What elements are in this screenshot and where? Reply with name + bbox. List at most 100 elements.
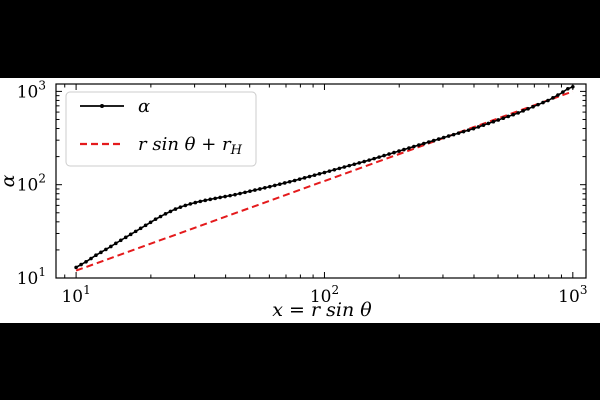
- legend-marker-alpha: [100, 104, 104, 108]
- series-alpha-point: [407, 146, 411, 150]
- series-alpha-point: [198, 199, 203, 204]
- series-alpha-point: [163, 212, 168, 216]
- series-alpha-point: [292, 178, 297, 183]
- series-alpha-point: [387, 152, 391, 156]
- series-alpha-point: [317, 172, 322, 176]
- series-alpha-point: [397, 149, 401, 153]
- series-alpha-point: [74, 265, 78, 270]
- series-group: [74, 84, 575, 272]
- series-alpha-point: [501, 116, 506, 121]
- series-alpha-point: [183, 203, 188, 208]
- series-alpha-point: [417, 143, 421, 147]
- series-alpha-point: [312, 173, 317, 177]
- series-alpha-point: [218, 195, 222, 200]
- x-axis-label: x = r sin θ: [272, 299, 372, 321]
- series-alpha-point: [551, 96, 555, 100]
- series-alpha-point: [362, 159, 366, 164]
- series-alpha-point: [233, 192, 237, 197]
- series-alpha-point: [104, 247, 108, 252]
- series-alpha-point: [526, 106, 530, 111]
- y-tick-label: 103: [17, 78, 46, 102]
- y-tick-label: 102: [17, 172, 46, 196]
- series-alpha-point: [377, 155, 381, 159]
- series-alpha-point: [556, 93, 560, 97]
- series-fit-line: [75, 90, 574, 272]
- series-alpha-point: [372, 156, 376, 161]
- series-alpha-point: [486, 121, 491, 126]
- series-alpha-point: [476, 125, 481, 129]
- series-alpha-point: [123, 235, 128, 240]
- series-alpha-point: [352, 162, 357, 167]
- series-alpha-point: [109, 244, 113, 249]
- x-tick-label: 103: [558, 283, 587, 307]
- series-alpha-point: [307, 174, 312, 179]
- series-alpha-point: [516, 111, 520, 115]
- series-alpha-point: [148, 220, 153, 225]
- series-alpha-point: [302, 176, 307, 180]
- series-alpha-point: [347, 163, 352, 168]
- series-alpha-point: [327, 169, 332, 173]
- series-alpha-point: [268, 184, 272, 189]
- series-alpha-point: [203, 198, 208, 203]
- series-alpha-point: [392, 150, 396, 155]
- series-alpha-point: [114, 241, 118, 246]
- series-alpha-point: [332, 167, 337, 172]
- legend-label-fit: r sin θ + rH: [138, 134, 243, 158]
- series-alpha-point: [243, 190, 247, 195]
- series-alpha-point: [119, 238, 123, 243]
- series-alpha-point: [158, 214, 163, 219]
- series-alpha-point: [506, 114, 511, 119]
- series-alpha-point: [436, 137, 441, 141]
- series-alpha-point: [441, 135, 446, 140]
- series-alpha-point: [382, 153, 386, 158]
- series-alpha-point: [456, 131, 461, 135]
- series-alpha-point: [446, 134, 451, 138]
- series-alpha-point: [402, 147, 406, 152]
- series-alpha-point: [263, 186, 267, 190]
- series-alpha-point: [511, 112, 516, 117]
- series-alpha-point: [471, 126, 476, 131]
- series-alpha-point: [367, 158, 371, 162]
- series-alpha-point: [153, 217, 158, 222]
- series-alpha-point: [258, 187, 262, 191]
- ticks-group: 101 102 103 101 102 103: [17, 78, 588, 307]
- series-alpha-point: [168, 209, 173, 214]
- series-alpha-point: [193, 200, 198, 205]
- series-alpha-point: [521, 109, 525, 113]
- series-alpha-point: [99, 250, 103, 255]
- series-alpha-point: [277, 182, 282, 187]
- series-alpha-point: [531, 104, 535, 109]
- series-alpha-point: [297, 177, 302, 181]
- series-alpha-point: [253, 188, 257, 192]
- legend-label-alpha: α: [138, 96, 150, 117]
- series-alpha-point: [491, 119, 496, 124]
- legend-box: [65, 91, 257, 167]
- series-alpha-point: [571, 84, 575, 89]
- series-alpha-point: [461, 129, 466, 134]
- series-alpha-point: [213, 196, 217, 201]
- series-alpha-point: [342, 165, 347, 169]
- series-alpha-point: [238, 191, 242, 196]
- series-alpha-point: [287, 179, 292, 184]
- chart-svg: 101 102 103 101 102 103 α r sin θ + rH x = r …: [0, 78, 588, 321]
- series-alpha-point: [422, 141, 426, 146]
- series-alpha-point: [94, 253, 98, 258]
- series-alpha-point: [541, 100, 545, 105]
- series-alpha-point: [173, 207, 178, 211]
- series-alpha-point: [282, 181, 287, 185]
- series-alpha-point: [128, 232, 133, 237]
- series-alpha-point: [228, 193, 232, 198]
- series-alpha-point: [223, 194, 227, 199]
- series-alpha-point: [133, 229, 138, 234]
- y-tick-label: 101: [17, 265, 46, 289]
- series-alpha-point: [337, 166, 342, 171]
- series-alpha-point: [322, 170, 327, 175]
- series-alpha-point: [546, 98, 550, 103]
- series-alpha-point: [89, 256, 93, 261]
- series-alpha-point: [178, 205, 183, 209]
- series-alpha-point: [496, 118, 501, 122]
- series-alpha-point: [466, 128, 471, 132]
- series-alpha-point: [431, 138, 436, 143]
- series-alpha-point: [561, 90, 565, 94]
- series-alpha-point: [248, 189, 252, 194]
